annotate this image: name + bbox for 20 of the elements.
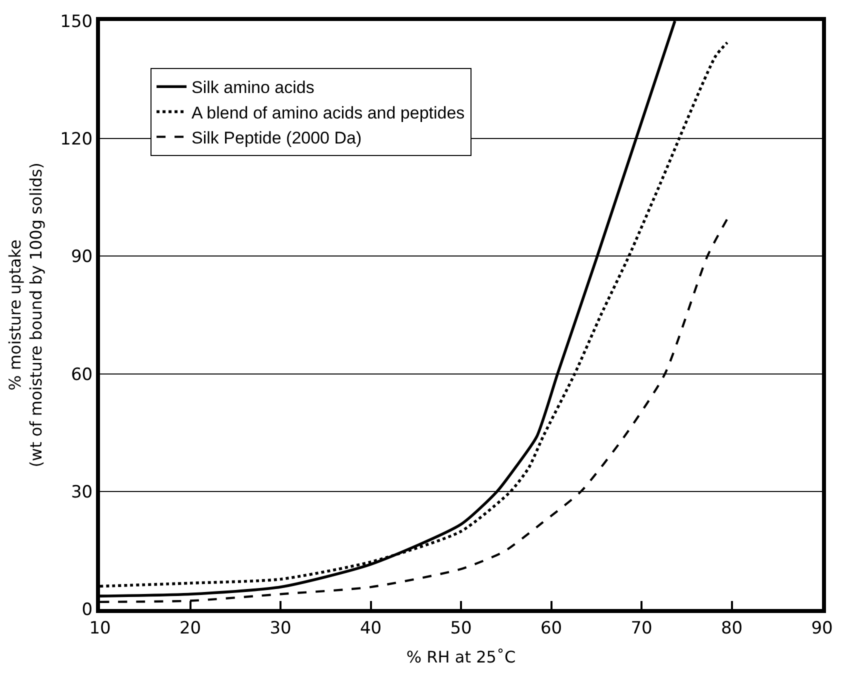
x-axis-title: % RH at 25˚C [406,648,516,667]
legend-label: Silk amino acids [192,78,314,98]
x-tick-label: 50 [450,618,472,638]
y-tick-label: 30 [70,482,93,502]
y-axis-title: % moisture uptake (wt of moisture bound by 100g solids) [6,162,46,468]
x-tick-label: 80 [720,618,743,638]
x-tick-label: 40 [360,618,382,638]
y-tick-label: 0 [82,600,93,620]
x-tick-label: 60 [540,618,562,638]
legend-label: Silk Peptide (2000 Da) [192,128,362,148]
x-tick-label: 30 [270,618,292,638]
y-tick-label: 120 [60,130,93,150]
y-tick-label: 90 [70,247,93,268]
x-tick-label: 20 [179,618,202,638]
x-tick-label: 10 [89,618,111,638]
y-tick-label: 150 [60,12,93,32]
legend-label: A blend of amino acids and peptides [192,103,465,122]
x-tick-label: 70 [630,618,652,638]
y-tick-label: 60 [70,364,93,385]
x-tick-label: 90 [811,618,833,638]
